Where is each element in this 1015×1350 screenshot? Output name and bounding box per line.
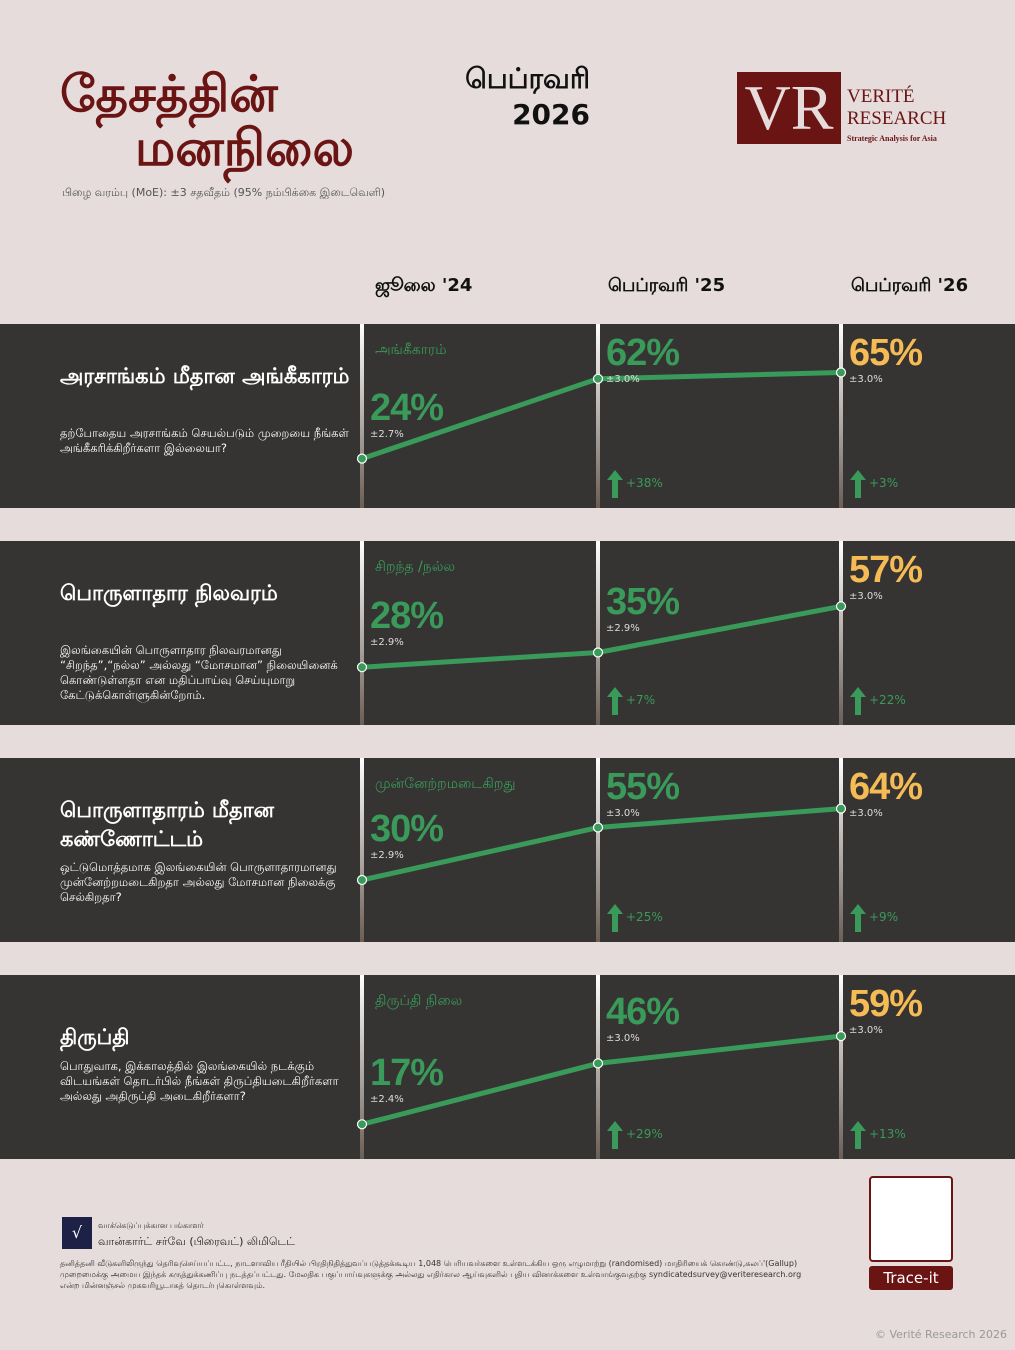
panel-title: திருப்தி — [60, 1025, 130, 1049]
data-point — [356, 453, 368, 464]
data-point — [356, 1119, 368, 1130]
error-label: ±2.9% — [370, 850, 404, 861]
trace-it-button[interactable]: Trace-it — [869, 1266, 953, 1290]
error-label: ±3.0% — [606, 808, 640, 819]
data-point — [592, 647, 604, 658]
data-point — [356, 662, 368, 673]
value-label: 65% — [849, 332, 923, 374]
value-label: 28% — [370, 595, 444, 638]
data-point — [592, 1058, 604, 1069]
error-label: ±3.0% — [849, 374, 883, 385]
value-label: 24% — [370, 386, 444, 429]
margin-of-error: பிழை வரம்பு (MoE): ±3 சதவீதம் (95% நம்பி… — [62, 186, 386, 199]
column-divider — [839, 324, 843, 508]
copyright: © Verité Research 2026 — [874, 1328, 1007, 1341]
column-divider — [839, 975, 843, 1159]
error-label: ±2.7% — [370, 428, 404, 440]
error-label: ±3.0% — [849, 591, 883, 602]
change-label: +7% — [626, 693, 656, 707]
column-divider — [839, 541, 843, 725]
column-divider — [839, 758, 843, 942]
change-label: +13% — [869, 1127, 906, 1141]
error-label: ±3.0% — [606, 1033, 640, 1045]
column-divider — [596, 541, 600, 725]
up-arrow-icon — [850, 904, 866, 932]
data-point — [835, 1030, 847, 1042]
error-label: ±3.0% — [606, 374, 640, 385]
value-label: 46% — [606, 991, 680, 1034]
change-label: +9% — [869, 910, 899, 924]
qr-code[interactable] — [869, 1176, 953, 1262]
column-divider — [596, 758, 600, 942]
value-label: 30% — [370, 808, 444, 850]
year-label: 2026 — [512, 98, 590, 131]
change-label: +38% — [626, 476, 663, 490]
panel-3: பொருளாதாரம் மீதான கண்ணோட்டம் ஒட்டுமொத்தம… — [0, 758, 1015, 942]
panel-question: தற்போதைய அரசாங்கம் செயல்படும் முறையை நீங… — [60, 426, 349, 455]
panel-2: பொருளாதார நிலவரம் இலங்கையின் பொருளாதார ந… — [0, 541, 1015, 725]
month-label: பெப்ரவரி — [465, 62, 590, 95]
panel-title: பொருளாதாரம் மீதான கண்ணோட்டம் — [60, 798, 275, 851]
change-label: +22% — [869, 693, 906, 707]
title-line2: மனநிலை — [135, 119, 354, 177]
category-label: முன்னேற்றமடைகிறது — [375, 776, 516, 792]
data-point — [592, 373, 604, 384]
data-point — [835, 601, 847, 612]
value-label: 35% — [606, 580, 680, 623]
up-arrow-icon — [850, 687, 866, 715]
error-label: ±2.4% — [370, 1094, 404, 1106]
value-label: 59% — [849, 983, 923, 1025]
panel-question: ஒட்டுமொத்தமாக இலங்கையின் பொருளாதாரமானது … — [60, 860, 337, 904]
data-point — [592, 822, 604, 833]
value-label: 62% — [606, 332, 680, 374]
sponsor-label: வாக்கெடுப்புக்கான பங்காளர் — [98, 1221, 204, 1230]
error-label: ±2.9% — [370, 637, 404, 649]
column-header-feb26: பெப்ரவரி '26 — [851, 275, 969, 296]
value-label: 55% — [606, 766, 680, 808]
data-point — [835, 803, 847, 814]
category-label: அங்கீகாரம் — [375, 342, 447, 358]
panel-question: பொதுவாக, இக்காலத்தில் இலங்கையில் நடக்கும… — [60, 1059, 339, 1103]
column-divider — [360, 975, 364, 1159]
trend-chart — [356, 1030, 847, 1130]
change-label: +29% — [626, 1127, 663, 1141]
column-header-jul24: ஜூலை '24 — [375, 275, 473, 296]
data-point — [356, 874, 368, 886]
verite-logo: VR VERITÉ RESEARCH Strategic Analysis fo… — [737, 72, 957, 146]
data-point — [835, 367, 847, 378]
change-label: +25% — [626, 910, 663, 924]
trend-chart — [356, 601, 847, 673]
category-label: திருப்தி நிலை — [375, 993, 463, 1009]
error-label: ±2.9% — [606, 622, 640, 634]
sponsor-logo: √ — [62, 1217, 92, 1249]
column-divider — [596, 324, 600, 508]
panel-4: திருப்தி பொதுவாக, இக்காலத்தில் இலங்கையில… — [0, 975, 1015, 1159]
value-label: 57% — [849, 549, 923, 591]
up-arrow-icon — [850, 1121, 866, 1149]
column-divider — [360, 541, 364, 725]
sponsor-name: வான்கார்ட் சர்வே (பிரைவட்) லிமிடெட் — [98, 1235, 295, 1248]
panel-title: அரசாங்கம் மீதான அங்கீகாரம் — [60, 364, 350, 388]
up-arrow-icon — [607, 1121, 623, 1149]
category-label: சிறந்த /நல்ல — [375, 559, 455, 575]
up-arrow-icon — [607, 904, 623, 932]
title-line1: தேசத்தின் — [60, 65, 278, 123]
error-label: ±3.0% — [849, 1025, 883, 1036]
panel-title: பொருளாதார நிலவரம் — [60, 581, 278, 605]
value-label: 64% — [849, 766, 923, 808]
up-arrow-icon — [607, 687, 623, 715]
column-header-feb25: பெப்ரவரி '25 — [608, 275, 726, 296]
up-arrow-icon — [607, 470, 623, 498]
change-label: +3% — [869, 476, 899, 490]
panel-1: அரசாங்கம் மீதான அங்கீகாரம் தற்போதைய அரசா… — [0, 324, 1015, 508]
column-divider — [360, 324, 364, 508]
trend-chart — [356, 367, 847, 464]
column-divider — [360, 758, 364, 942]
up-arrow-icon — [850, 470, 866, 498]
error-label: ±3.0% — [849, 808, 883, 819]
methodology-note: தனித்தனி வீடுகளிலிருந்து தெரிவுசெய்யப்பட… — [60, 1259, 802, 1290]
trend-chart — [356, 803, 847, 886]
panel-question: இலங்கையின் பொருளாதார நிலவரமானது “சிறந்த”… — [60, 643, 338, 702]
value-label: 17% — [370, 1052, 444, 1095]
